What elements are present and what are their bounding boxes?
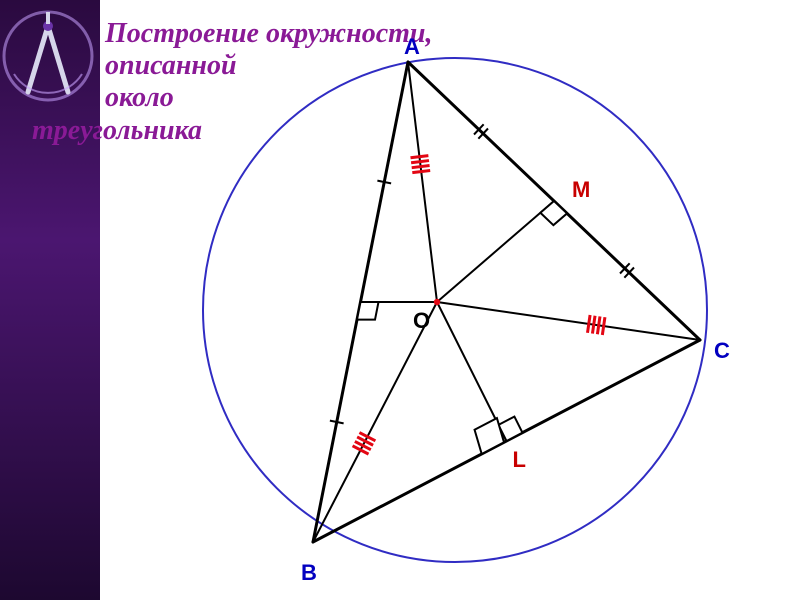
label-A: A <box>404 34 420 60</box>
title-line: Построение окружности, <box>105 18 800 50</box>
page-title: Построение окружности,описаннойоколотреу… <box>0 18 800 147</box>
label-B: B <box>301 560 317 586</box>
label-L: L <box>513 447 526 473</box>
label-O: O <box>413 308 430 334</box>
title-line: около <box>105 82 800 114</box>
title-line: треугольника <box>32 115 800 147</box>
label-M: M <box>572 177 590 203</box>
title-line: описанной <box>105 50 800 82</box>
label-C: C <box>714 338 730 364</box>
